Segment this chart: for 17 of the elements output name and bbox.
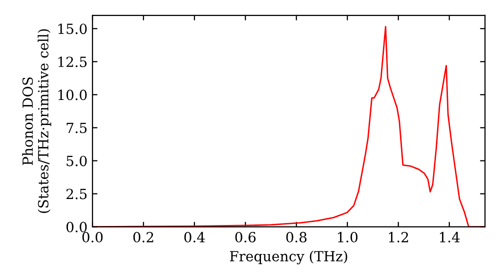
x-tick-label: 1.0 xyxy=(338,232,358,242)
x-tick-label: 1.2 xyxy=(388,232,408,242)
y-tick-label: 0.0 xyxy=(66,222,87,232)
y-tick-label: 7.5 xyxy=(66,122,87,134)
x-tick-label: 0.4 xyxy=(184,232,205,242)
x-tick-label: 0.0 xyxy=(82,232,103,242)
x-tick-label: 0.2 xyxy=(133,232,154,242)
x-tick-label: 1.4 xyxy=(440,232,460,242)
y-axis-title: Phonon DOS (States/THz·primitive cell) xyxy=(22,29,52,213)
y-tick-label: 2.5 xyxy=(66,188,87,200)
y-tick-label: 5.0 xyxy=(66,156,87,166)
x-tick-label: 0.8 xyxy=(286,232,307,242)
x-tick-label: 0.6 xyxy=(235,232,256,242)
y-tick-label: 15.0 xyxy=(58,24,87,34)
y-tick-label: 10.0 xyxy=(58,90,87,100)
y-tick-label: 12.5 xyxy=(58,56,87,68)
x-axis-title: Frequency (THz) xyxy=(230,250,348,264)
